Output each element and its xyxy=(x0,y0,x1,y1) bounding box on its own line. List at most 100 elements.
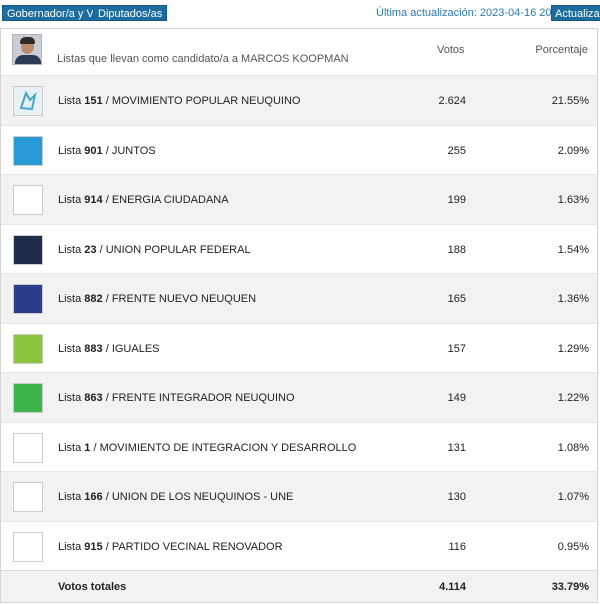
party-logo-mark xyxy=(14,285,42,313)
party-name: / ENERGIA CIUDADANA xyxy=(102,194,229,206)
party-name: / UNION POPULAR FEDERAL xyxy=(96,243,251,256)
top-bar: Gobernador/a y Vice Diputados/as Última … xyxy=(0,0,600,26)
party-logo-mark xyxy=(14,235,42,264)
list-number: 901 xyxy=(84,144,103,157)
row-votes: 255 xyxy=(447,144,466,157)
party-logo-mark xyxy=(14,186,42,214)
table-row: Lista 901 / JUNTOS 255 2.09% xyxy=(1,124,597,175)
table-row: Lista 915 / PARTIDO VECINAL RENOVADOR 116… xyxy=(1,520,597,571)
row-percentage: 2.09% xyxy=(557,144,589,157)
row-percentage: 1.29% xyxy=(557,342,589,355)
results-table: Listas que llevan como candidato/a a MAR… xyxy=(0,28,598,603)
row-percentage: 1.08% xyxy=(557,441,589,454)
party-logo-mark xyxy=(14,433,42,462)
total-votes: 4.114 xyxy=(439,581,466,593)
total-label: Votos totales xyxy=(58,581,127,593)
row-votes: 149 xyxy=(447,392,466,404)
table-header: Listas que llevan como candidato/a a MAR… xyxy=(1,29,597,75)
refresh-button[interactable]: Actualizar xyxy=(551,5,600,21)
list-prefix: Lista xyxy=(58,441,85,454)
last-update-text: Última actualización: 2023-04-16 20:30:0… xyxy=(376,7,583,19)
party-logo-icon xyxy=(13,333,43,364)
row-votes: 130 xyxy=(447,491,466,503)
row-percentage: 0.95% xyxy=(557,540,589,553)
row-percentage: 1.36% xyxy=(557,293,589,305)
row-votes: 116 xyxy=(448,540,466,553)
list-name: Lista 882 / FRENTE NUEVO NEUQUEN xyxy=(58,293,256,305)
header-votes: Votos xyxy=(437,44,465,56)
table-row: Lista 914 / ENERGIA CIUDADANA 199 1.63% xyxy=(1,174,597,224)
candidate-avatar xyxy=(12,34,42,65)
table-row: Lista 882 / FRENTE NUEVO NEUQUEN 165 1.36% xyxy=(1,273,597,323)
party-logo-icon xyxy=(13,185,43,215)
row-votes: 157 xyxy=(447,342,466,355)
list-number: 882 xyxy=(84,293,103,305)
header-label: Listas que llevan como candidato/a a MAR… xyxy=(57,53,349,65)
party-name: / PARTIDO VECINAL RENOVADOR xyxy=(102,540,283,553)
header-percentage: Porcentaje xyxy=(535,44,588,56)
party-logo-icon xyxy=(13,135,43,166)
list-number: 883 xyxy=(84,342,103,355)
table-row: Lista 1 / MOVIMIENTO DE INTEGRACION Y DE… xyxy=(1,421,597,472)
list-prefix: Lista xyxy=(58,392,85,404)
list-number: 166 xyxy=(84,491,103,503)
list-prefix: Lista xyxy=(58,540,85,553)
party-logo-mark xyxy=(14,334,42,363)
list-name: Lista 23 / UNION POPULAR FEDERAL xyxy=(58,244,251,256)
list-name: Lista 915 / PARTIDO VECINAL RENOVADOR xyxy=(58,541,283,553)
list-number: 23 xyxy=(84,243,97,256)
party-name: / UNION DE LOS NEUQUINOS - UNE xyxy=(102,491,294,503)
party-logo-mark xyxy=(14,483,42,511)
party-logo-icon xyxy=(13,482,43,512)
row-votes: 131 xyxy=(447,441,466,454)
row-votes: 188 xyxy=(447,243,466,256)
party-logo-mark xyxy=(14,384,42,412)
party-name: / MOVIMIENTO DE INTEGRACION Y DESARROLLO xyxy=(90,441,357,454)
row-percentage: 1.22% xyxy=(557,392,589,404)
list-number: 1 xyxy=(84,441,91,454)
list-number: 151 xyxy=(84,95,103,107)
list-number: 863 xyxy=(84,392,103,404)
list-prefix: Lista xyxy=(58,194,85,206)
list-name: Lista 914 / ENERGIA CIUDADANA xyxy=(58,194,229,206)
list-number: 915 xyxy=(84,540,103,553)
list-name: Lista 151 / MOVIMIENTO POPULAR NEUQUINO xyxy=(58,95,300,107)
list-prefix: Lista xyxy=(58,144,85,157)
list-prefix: Lista xyxy=(58,95,85,107)
party-name: / IGUALES xyxy=(102,342,160,355)
list-prefix: Lista xyxy=(58,243,85,256)
party-logo-mark xyxy=(14,136,42,165)
list-name: Lista 883 / IGUALES xyxy=(58,343,160,355)
row-votes: 199 xyxy=(447,194,466,206)
party-logo-icon xyxy=(13,432,43,463)
party-logo-icon xyxy=(13,284,43,314)
list-name: Lista 901 / JUNTOS xyxy=(58,145,156,157)
total-percentage: 33.79% xyxy=(551,581,589,593)
table-row: Lista 151 / MOVIMIENTO POPULAR NEUQUINO 2… xyxy=(1,75,597,125)
tab-gobernador[interactable]: Gobernador/a y Vice xyxy=(2,5,113,21)
list-prefix: Lista xyxy=(58,491,85,503)
list-name: Lista 1 / MOVIMIENTO DE INTEGRACION Y DE… xyxy=(58,442,356,454)
table-row: Lista 883 / IGUALES 157 1.29% xyxy=(1,322,597,373)
row-votes: 165 xyxy=(447,293,466,305)
party-logo-icon xyxy=(13,234,43,265)
table-row: Lista 166 / UNION DE LOS NEUQUINOS - UNE… xyxy=(1,471,597,521)
table-row: Lista 863 / FRENTE INTEGRADOR NEUQUINO 14… xyxy=(1,372,597,422)
row-percentage: 1.54% xyxy=(557,243,589,256)
party-name: / FRENTE INTEGRADOR NEUQUINO xyxy=(102,392,295,404)
party-logo-icon xyxy=(13,86,43,116)
list-name: Lista 863 / FRENTE INTEGRADOR NEUQUINO xyxy=(58,392,295,404)
list-prefix: Lista xyxy=(58,342,85,355)
list-prefix: Lista xyxy=(58,293,85,305)
party-logo-icon xyxy=(13,531,43,562)
row-percentage: 21.55% xyxy=(551,95,589,107)
party-name: / FRENTE NUEVO NEUQUEN xyxy=(102,293,257,305)
row-votes: 2.624 xyxy=(438,95,466,107)
party-logo-mark xyxy=(14,87,42,115)
list-name: Lista 166 / UNION DE LOS NEUQUINOS - UNE xyxy=(58,491,293,503)
table-row: Lista 23 / UNION POPULAR FEDERAL 188 1.54% xyxy=(1,223,597,274)
party-logo-mark xyxy=(14,532,42,561)
party-name: / MOVIMIENTO POPULAR NEUQUINO xyxy=(102,95,301,107)
party-logo-icon xyxy=(13,383,43,413)
tab-diputados[interactable]: Diputados/as xyxy=(93,5,168,21)
